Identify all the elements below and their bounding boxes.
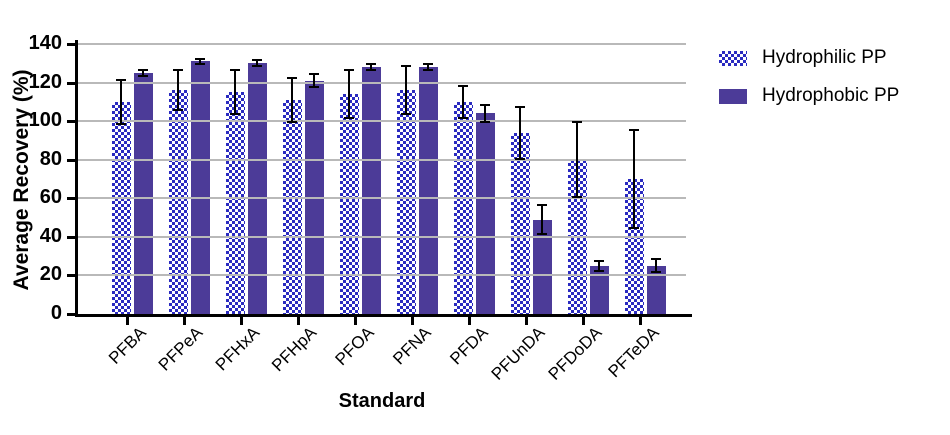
bar-pfna-hydrophobic bbox=[418, 67, 438, 314]
error-bar bbox=[251, 59, 263, 68]
error-bar bbox=[628, 128, 640, 230]
y-tick-label: 140 bbox=[28, 32, 62, 54]
y-tick bbox=[67, 43, 75, 46]
error-bar bbox=[365, 63, 377, 71]
x-tick-label: PFDA bbox=[445, 323, 492, 369]
bar-pfpea-hydrophobic bbox=[190, 61, 210, 314]
error-bar bbox=[172, 69, 184, 112]
gridline bbox=[78, 120, 686, 123]
x-tick-label: PFTeDA bbox=[604, 323, 663, 382]
legend-item-hydrophobic: Hydrophobic PP bbox=[719, 85, 900, 106]
bar-pfba-hydrophobic bbox=[133, 72, 153, 314]
error-bar bbox=[194, 57, 206, 66]
y-tick bbox=[67, 313, 75, 316]
hydrophilic-pattern-swatch-icon bbox=[719, 50, 747, 66]
gridline bbox=[78, 235, 686, 238]
gridline bbox=[78, 274, 686, 277]
bar-pfunda-hydrophobic bbox=[532, 219, 552, 314]
x-tick-label: PFHxA bbox=[211, 323, 264, 375]
y-tick-label: 0 bbox=[50, 302, 62, 324]
x-tick-label: PFHpA bbox=[268, 323, 321, 376]
x-tick bbox=[183, 317, 186, 325]
bar-pfdoda-hydrophobic bbox=[589, 265, 609, 314]
y-tick-label: 60 bbox=[39, 186, 62, 209]
bar-pfteda-hydrophobic bbox=[646, 265, 666, 314]
error-bar bbox=[514, 105, 526, 160]
y-axis-line bbox=[75, 40, 78, 317]
x-tick bbox=[639, 317, 642, 325]
x-tick bbox=[354, 317, 357, 325]
legend-item-hydrophilic: Hydrophilic PP bbox=[719, 47, 899, 68]
error-bar bbox=[457, 84, 469, 120]
y-tick-label: 40 bbox=[39, 224, 62, 247]
legend-label: Hydrophobic PP bbox=[762, 85, 900, 106]
gridline bbox=[78, 43, 686, 45]
bar-pfoa-hydrophobic bbox=[361, 67, 381, 314]
y-tick-label: 80 bbox=[39, 147, 62, 170]
gridline bbox=[78, 197, 686, 200]
x-tick bbox=[297, 317, 300, 325]
bar-pfoa-hydrophilic bbox=[339, 94, 359, 314]
error-bar bbox=[479, 103, 491, 124]
x-axis-line bbox=[75, 314, 692, 317]
x-tick bbox=[468, 317, 471, 325]
bar-pfhxa-hydrophobic bbox=[247, 63, 267, 314]
hydrophobic-solid-swatch-icon bbox=[719, 88, 747, 104]
bar-pfpea-hydrophilic bbox=[168, 90, 188, 314]
bar-pfna-hydrophilic bbox=[396, 90, 416, 314]
x-tick bbox=[582, 317, 585, 325]
gridline bbox=[78, 158, 686, 161]
error-bar bbox=[286, 76, 298, 124]
legend: Hydrophilic PP Hydrophobic PP bbox=[719, 47, 900, 106]
error-bar bbox=[400, 65, 412, 116]
bar-pfteda-hydrophilic bbox=[624, 179, 644, 314]
error-bar bbox=[115, 78, 127, 125]
x-tick bbox=[126, 317, 129, 325]
legend-label: Hydrophilic PP bbox=[762, 47, 887, 68]
y-tick bbox=[67, 274, 75, 278]
y-tick bbox=[67, 81, 75, 85]
y-tick-label: 100 bbox=[28, 109, 62, 132]
x-tick bbox=[240, 317, 243, 325]
x-axis-title: Standard bbox=[338, 390, 426, 412]
bar-pfda-hydrophilic bbox=[453, 101, 473, 314]
y-tick bbox=[67, 158, 75, 162]
x-tick-label: PFOA bbox=[331, 323, 378, 370]
error-bar bbox=[343, 69, 355, 120]
x-tick bbox=[411, 317, 414, 325]
y-tick-label: 20 bbox=[39, 263, 62, 286]
x-tick-label: PFPeA bbox=[154, 323, 207, 375]
error-bar bbox=[593, 260, 605, 272]
bar-pfhxa-hydrophilic bbox=[225, 92, 245, 314]
y-tick-label: 120 bbox=[28, 70, 62, 93]
plot-area bbox=[78, 43, 686, 314]
error-bar bbox=[137, 69, 149, 77]
y-tick bbox=[67, 120, 75, 124]
bar-pfhpa-hydrophilic bbox=[282, 99, 302, 314]
bar-pfunda-hydrophilic bbox=[510, 132, 530, 314]
bar-pfda-hydrophobic bbox=[475, 113, 495, 314]
x-tick-label: PFBA bbox=[104, 323, 150, 368]
x-tick-label: PFDoDA bbox=[544, 323, 606, 384]
error-bar bbox=[229, 69, 241, 116]
x-tick bbox=[525, 317, 528, 325]
error-bar bbox=[308, 72, 320, 89]
x-tick-label: PFNA bbox=[388, 323, 435, 369]
error-bar bbox=[422, 63, 434, 71]
y-tick bbox=[67, 197, 75, 201]
error-bar bbox=[571, 121, 583, 199]
y-tick bbox=[67, 235, 75, 239]
error-bar bbox=[650, 258, 662, 274]
x-tick-label: PFUnDA bbox=[487, 323, 549, 384]
bar-pfba-hydrophilic bbox=[111, 101, 131, 314]
y-axis-title: Average Recovery (%) bbox=[10, 69, 33, 291]
gridline bbox=[78, 81, 686, 84]
error-bar bbox=[536, 204, 548, 235]
